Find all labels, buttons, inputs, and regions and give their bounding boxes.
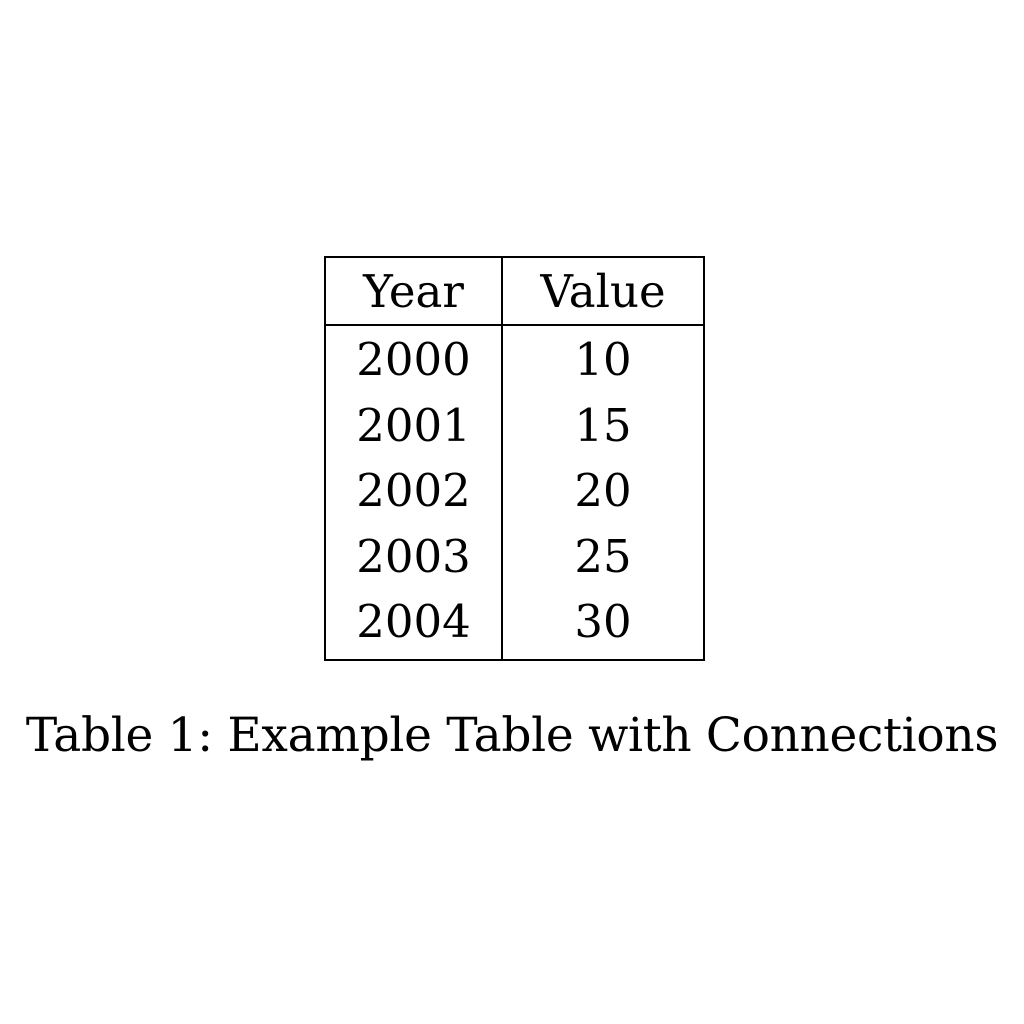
value-cell: 30 [574,595,632,649]
table-row: 2002 20 [325,458,704,524]
table-caption: Table 1: Example Table with Connections [25,708,999,763]
value-cell: 25 [574,529,632,583]
year-cell: 2000 [325,325,503,393]
value-cell: 15 [574,398,632,452]
table-row: 2003 25 [325,523,704,589]
table-row: 2004 30 [325,589,704,660]
year-cell: 2002 [325,458,503,524]
column-header-year: Year [325,257,503,326]
table-row: 2001 15 [325,392,704,458]
table-row: 2000 10 [325,325,704,393]
column-header-value: Value [502,257,704,326]
table-header-row: Year Value [325,257,704,326]
value-cell: 20 [574,464,632,518]
table-container: Year Value 2000 10 2001 15 2002 20 2003 … [324,256,705,661]
value-cell: 10 [574,333,632,387]
data-table: Year Value 2000 10 2001 15 2002 20 2003 … [324,256,705,661]
year-cell: 2003 [325,523,503,589]
year-cell: 2004 [325,589,503,660]
year-cell: 2001 [325,392,503,458]
